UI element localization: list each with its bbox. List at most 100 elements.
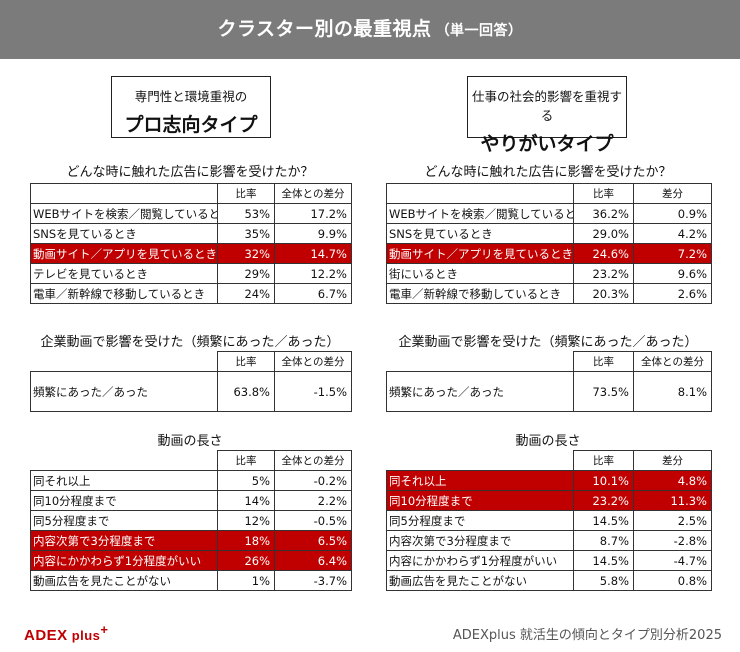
- row-diff: 2.6%: [633, 283, 712, 304]
- row-label: テレビを見ているとき: [30, 263, 218, 284]
- row-label: 同5分程度まで: [386, 510, 574, 531]
- diff-header: 全体との差分: [274, 351, 352, 372]
- table-row: WEBサイトを検索／閲覧しているとき 36.2% 0.9%: [386, 203, 712, 224]
- table-header-row: 比率 差分: [386, 450, 712, 471]
- right-ad-influence-table: 比率 差分 WEBサイトを検索／閲覧しているとき 36.2% 0.9% SNSを見て…: [386, 183, 712, 304]
- row-rate: 5%: [217, 470, 275, 491]
- row-label: 内容にかかわらず1分程度がいい: [30, 550, 218, 571]
- table-row-highlighted: 動画サイト／アプリを見ているとき 32% 14.7%: [30, 243, 352, 264]
- row-label: 動画広告を見たことがない: [386, 570, 574, 591]
- row-diff: 4.2%: [633, 223, 712, 244]
- table-row: 動画広告を見たことがない 1% -3.7%: [30, 570, 352, 591]
- table-header-row: 比率 全体との差分: [30, 351, 352, 372]
- left-ad-influence-title: どんな時に触れた広告に影響を受けたか？: [66, 165, 314, 180]
- table-row-highlighted: 内容次第で3分程度まで 18% 6.5%: [30, 530, 352, 551]
- table-row-highlighted: 動画サイト／アプリを見ているとき 24.6% 7.2%: [386, 243, 712, 264]
- row-diff: -2.8%: [633, 530, 712, 551]
- row-label: SNSを見ているとき: [30, 223, 218, 244]
- right-video-length-table: 比率 差分 同それ以上 10.1% 4.8% 同10分程度まで 23.2% 11.3% …: [386, 450, 712, 591]
- table-row: 頻繁にあった／あった 63.8% -1.5%: [30, 371, 352, 412]
- left-ad-influence-table: 比率 全体との差分 WEBサイトを検索／閲覧しているとき 53% 17.2% SNS…: [30, 183, 352, 304]
- row-diff: 6.5%: [274, 530, 352, 551]
- logo-cross-mark: +: [100, 622, 109, 637]
- table-row: SNSを見ているとき 29.0% 4.2%: [386, 223, 712, 244]
- diff-header: 全体との差分: [274, 450, 352, 471]
- table-row: テレビを見ているとき 29% 12.2%: [30, 263, 352, 284]
- row-rate: 14.5%: [573, 510, 634, 531]
- row-label: 内容次第で3分程度まで: [386, 530, 574, 551]
- row-label: 同10分程度まで: [30, 490, 218, 511]
- left-video-length-table: 比率 全体との差分 同それ以上 5% -0.2% 同10分程度まで 14% 2.2% 同…: [30, 450, 352, 591]
- row-rate: 23.2%: [573, 263, 634, 284]
- left-video-length-title: 動画の長さ: [157, 434, 223, 449]
- row-diff: -3.7%: [274, 570, 352, 591]
- row-diff: 0.9%: [633, 203, 712, 224]
- page-title: クラスター別の最重視点: [217, 18, 432, 40]
- diff-header: 全体との差分: [633, 351, 712, 372]
- row-rate: 1%: [217, 570, 275, 591]
- rate-header: 比率: [573, 450, 634, 471]
- row-rate: 53%: [217, 203, 275, 224]
- table-row: 電車／新幹線で移動しているとき 24% 6.7%: [30, 283, 352, 304]
- label-header: [30, 351, 218, 372]
- row-diff: 0.8%: [633, 570, 712, 591]
- row-rate: 23.2%: [573, 490, 634, 511]
- right-company-video-title: 企業動画で影響を受けた（頻繁にあった／あった）: [398, 335, 698, 350]
- table-row: 同5分程度まで 14.5% 2.5%: [386, 510, 712, 531]
- source-caption: ADEXplus 就活生の傾向とタイプ別分析2025: [452, 628, 722, 643]
- row-rate: 18%: [217, 530, 275, 551]
- table-row: 街にいるとき 23.2% 9.6%: [386, 263, 712, 284]
- label-header: [386, 183, 574, 204]
- rate-header: 比率: [573, 183, 634, 204]
- table-row: 内容にかかわらず1分程度がいい 14.5% -4.7%: [386, 550, 712, 571]
- table-row-highlighted: 同それ以上 10.1% 4.8%: [386, 470, 712, 491]
- row-diff: 7.2%: [633, 243, 712, 264]
- row-rate: 8.7%: [573, 530, 634, 551]
- rate-header: 比率: [217, 450, 275, 471]
- rate-header: 比率: [573, 351, 634, 372]
- row-label: SNSを見ているとき: [386, 223, 574, 244]
- diff-header: 全体との差分: [274, 183, 352, 204]
- label-header: [30, 450, 218, 471]
- row-label: 電車／新幹線で移動しているとき: [386, 283, 574, 304]
- row-label: 動画サイト／アプリを見ているとき: [30, 243, 218, 264]
- logo-main-text: ADEX: [24, 627, 68, 644]
- row-label: 内容にかかわらず1分程度がいい: [386, 550, 574, 571]
- row-diff: -0.5%: [274, 510, 352, 531]
- row-rate: 12%: [217, 510, 275, 531]
- row-diff: 2.5%: [633, 510, 712, 531]
- row-label: 同それ以上: [386, 470, 574, 491]
- row-rate: 24%: [217, 283, 275, 304]
- row-rate: 73.5%: [573, 371, 634, 412]
- label-header: [386, 351, 574, 372]
- row-label: 電車／新幹線で移動しているとき: [30, 283, 218, 304]
- left-type-description: 専門性と環境重視の: [134, 89, 248, 104]
- row-rate: 32%: [217, 243, 275, 264]
- row-rate: 10.1%: [573, 470, 634, 491]
- table-header-row: 比率 全体との差分: [386, 351, 712, 372]
- row-label: 同5分程度まで: [30, 510, 218, 531]
- row-label: 内容次第で3分程度まで: [30, 530, 218, 551]
- row-diff: 12.2%: [274, 263, 352, 284]
- rate-header: 比率: [217, 183, 275, 204]
- row-diff: 2.2%: [274, 490, 352, 511]
- row-diff: 8.1%: [633, 371, 712, 412]
- row-label: 頻繁にあった／あった: [30, 371, 218, 412]
- row-rate: 63.8%: [217, 371, 275, 412]
- page-subtitle: （単一回答）: [435, 23, 523, 39]
- row-label: 街にいるとき: [386, 263, 574, 284]
- table-row: 同それ以上 5% -0.2%: [30, 470, 352, 491]
- left-type-box: 専門性と環境重視の プロ志向タイプ: [111, 76, 271, 138]
- table-header-row: 比率 全体との差分: [30, 450, 352, 471]
- row-label: 同10分程度まで: [386, 490, 574, 511]
- row-diff: 9.9%: [274, 223, 352, 244]
- table-row: SNSを見ているとき 35% 9.9%: [30, 223, 352, 244]
- row-rate: 5.8%: [573, 570, 634, 591]
- table-row-highlighted: 同10分程度まで 23.2% 11.3%: [386, 490, 712, 511]
- table-row: 同5分程度まで 12% -0.5%: [30, 510, 352, 531]
- row-label: 同それ以上: [30, 470, 218, 491]
- right-type-description: 仕事の社会的影響を重視する: [471, 89, 622, 123]
- row-diff: -1.5%: [274, 371, 352, 412]
- table-row: 頻繁にあった／あった 73.5% 8.1%: [386, 371, 712, 412]
- row-rate: 29%: [217, 263, 275, 284]
